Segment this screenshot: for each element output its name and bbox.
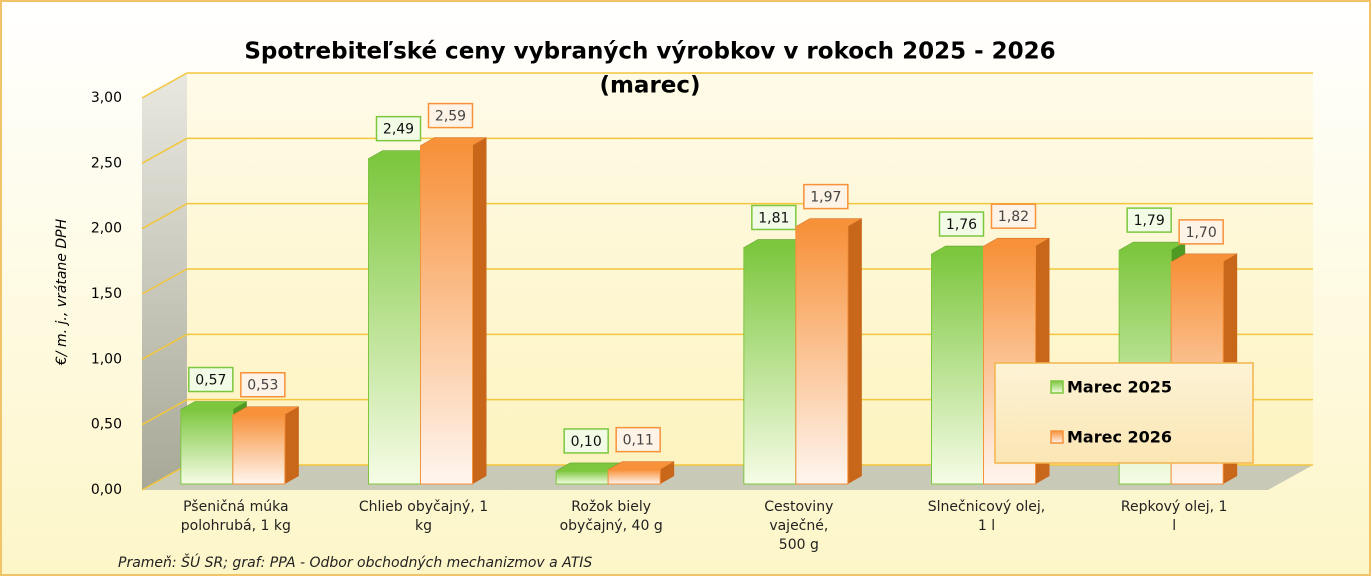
value-label: 0,53 [247, 378, 278, 394]
x-tick-label: Chlieb obyčajný, 1 kg [358, 499, 489, 534]
value-label: 2,49 [383, 122, 414, 138]
value-label-box [615, 426, 661, 453]
grid-line-side [141, 399, 188, 426]
value-label-box [1126, 207, 1172, 233]
x-tick-label: Cestoviny vaječné, 500 g [764, 499, 834, 553]
y-tick-label: 0,50 [91, 417, 122, 433]
legend-label: Marec 2026 [1067, 428, 1172, 447]
value-label: 1,82 [998, 209, 1029, 225]
y-tick-label: 3,00 [91, 90, 122, 106]
value-label-box [751, 204, 797, 231]
bar [420, 145, 473, 485]
legend-swatch [1050, 380, 1064, 394]
grid-line-side [141, 268, 188, 295]
x-tick-label: Pšeničná múka polohrubá, 1 kg [180, 499, 291, 534]
y-tick-label: 1,00 [91, 351, 122, 367]
value-label: 1,81 [758, 210, 789, 226]
grid-line-side [141, 464, 188, 491]
bar [795, 226, 849, 485]
grid-line-side [141, 137, 188, 164]
chart-subtitle: (marec) [599, 73, 700, 99]
x-tick-label: Slnečnicový olej, 1 l [927, 499, 1046, 534]
y-tick-label: 0,00 [91, 482, 122, 498]
value-label-box [803, 183, 849, 210]
value-label-box [990, 203, 1037, 229]
value-label: 1,97 [810, 190, 841, 206]
value-label: 1,79 [1134, 213, 1165, 229]
value-label: 1,70 [1186, 225, 1217, 241]
value-label-box [427, 102, 474, 129]
y-axis-label: €/ m. j., vrátane DPH [54, 218, 70, 366]
value-label-box [188, 366, 234, 393]
bar-side [284, 406, 299, 484]
legend-box [994, 362, 1254, 464]
bar [743, 246, 797, 485]
value-label-box [240, 371, 286, 398]
value-label: 0,10 [571, 434, 602, 450]
grid-line-side [141, 203, 188, 230]
bar-side [472, 137, 487, 484]
bar-side [847, 218, 862, 484]
source-note: Prameň: ŠÚ SR; graf: PPA - Odbor obchodn… [118, 555, 593, 571]
bar [607, 469, 661, 485]
value-label-box [938, 211, 985, 237]
x-tick-label: Rožok biely obyčajný, 40 g [559, 499, 663, 534]
grid-line-side [141, 333, 188, 360]
bar [180, 409, 234, 485]
value-label-box [563, 428, 609, 454]
bar [368, 158, 421, 485]
legend-label: Marec 2025 [1067, 378, 1172, 397]
value-label: 0,11 [623, 433, 654, 449]
y-tick-label: 2,50 [91, 155, 122, 171]
value-label-box [1178, 219, 1224, 245]
value-label-box [375, 115, 422, 142]
x-tick-label: Repkový olej, 1 l [1120, 499, 1228, 534]
y-tick-label: 1,50 [91, 286, 122, 302]
value-label: 2,59 [435, 109, 466, 125]
bar [232, 414, 286, 485]
bar [555, 470, 609, 485]
y-tick-label: 2,00 [91, 221, 122, 237]
grid-line-side [141, 72, 188, 99]
value-label: 1,76 [946, 217, 977, 233]
bar [931, 253, 984, 485]
bar-side [660, 461, 675, 484]
value-label: 0,57 [195, 373, 226, 389]
legend-swatch [1050, 430, 1064, 444]
chart-title: Spotrebiteľské ceny vybraných výrobkov v… [244, 39, 1055, 65]
